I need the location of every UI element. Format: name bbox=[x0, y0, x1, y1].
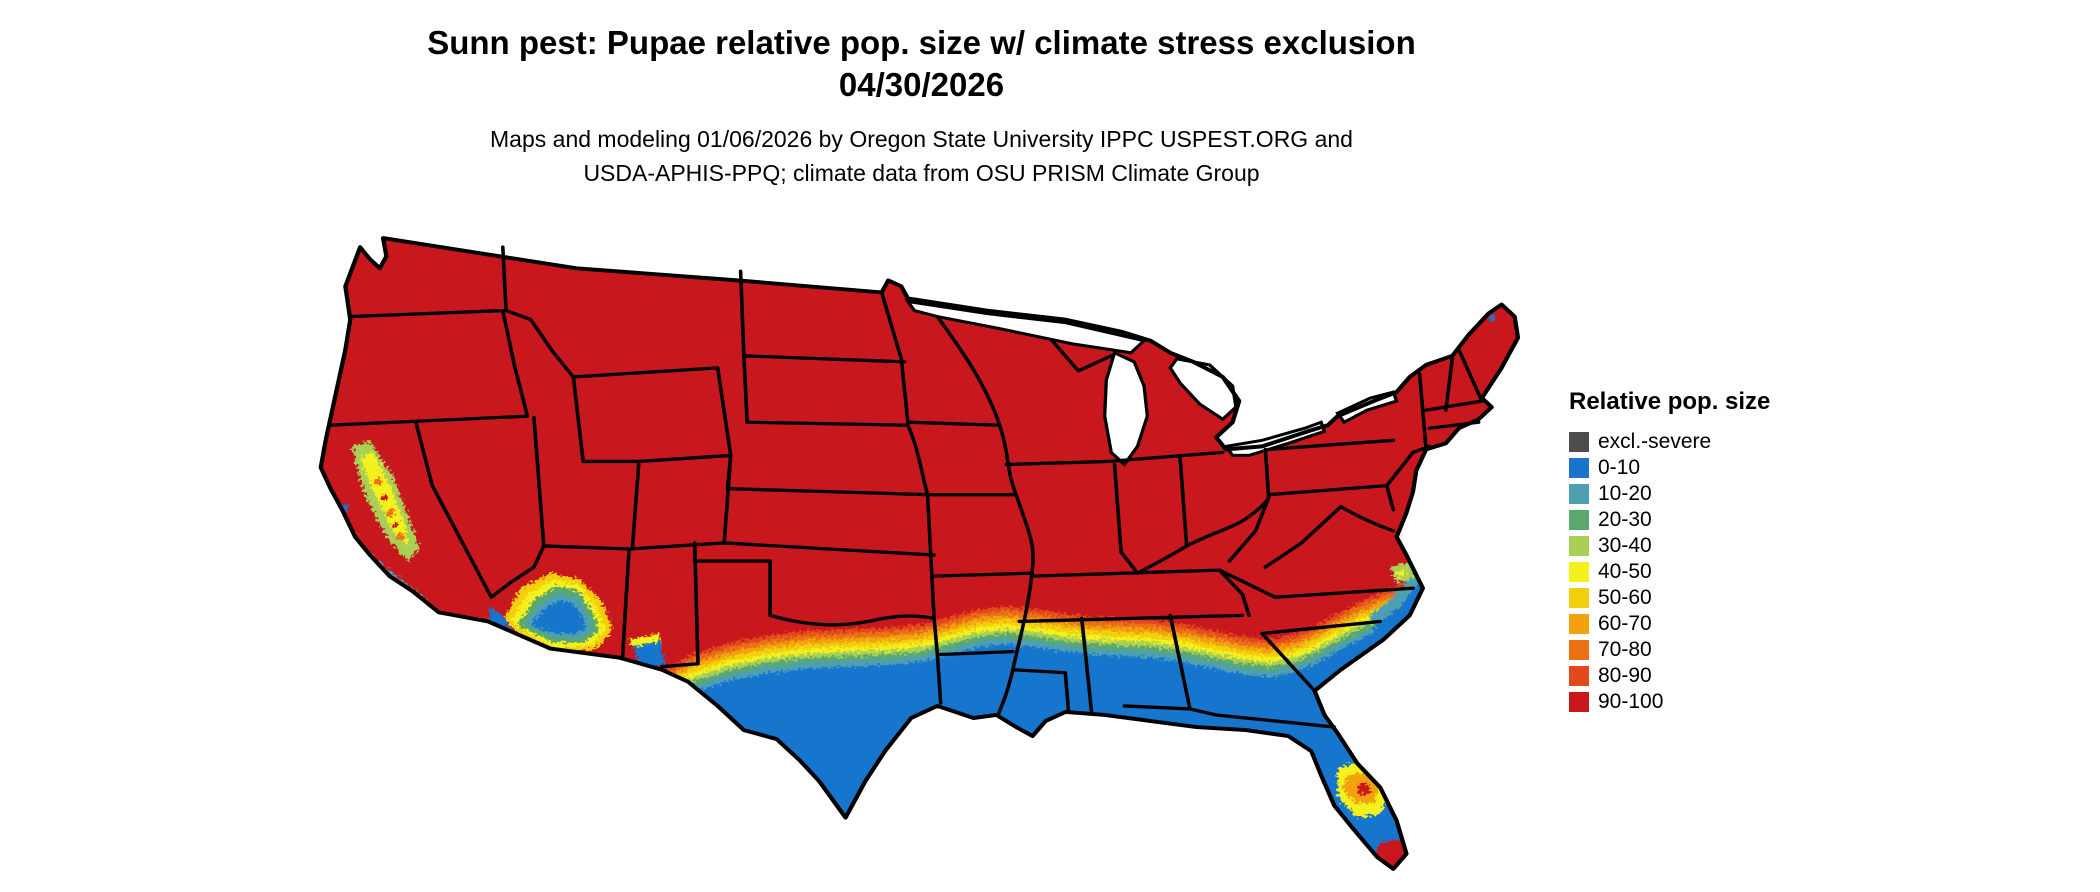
legend-entry: 80-90 bbox=[1569, 663, 1770, 689]
legend-label: 20-30 bbox=[1598, 508, 1652, 531]
us-map bbox=[306, 220, 1536, 884]
page-title-line1: Sunn pest: Pupae relative pop. size w/ c… bbox=[427, 24, 1416, 61]
legend-swatch bbox=[1569, 562, 1589, 582]
map-feature bbox=[632, 641, 666, 667]
lake bbox=[904, 299, 1148, 355]
map-fill-layer bbox=[320, 238, 1518, 884]
legend-swatch bbox=[1569, 536, 1589, 556]
map-feature bbox=[392, 521, 400, 528]
legend-swatch bbox=[1569, 692, 1589, 712]
map-feature bbox=[1488, 315, 1495, 322]
legend-label: 40-50 bbox=[1598, 560, 1652, 583]
legend-title: Relative pop. size bbox=[1569, 388, 1771, 415]
legend-entry: excl.-severe bbox=[1569, 429, 1770, 455]
state-borders bbox=[327, 245, 1484, 729]
map-feature bbox=[397, 533, 406, 541]
legend-entry: 10-20 bbox=[1569, 481, 1770, 507]
map-feature bbox=[1368, 877, 1373, 882]
us-map-svg bbox=[306, 220, 1536, 884]
legend-label: excl.-severe bbox=[1598, 430, 1712, 453]
map-feature bbox=[387, 508, 396, 517]
legend-entry: 0-10 bbox=[1569, 455, 1770, 481]
map-feature bbox=[374, 478, 383, 487]
map-feature bbox=[530, 600, 587, 634]
legend-swatch bbox=[1569, 640, 1589, 660]
legend-swatch bbox=[1569, 510, 1589, 530]
legend-swatch bbox=[1569, 458, 1589, 478]
map-feature bbox=[1368, 573, 1423, 625]
legend-entry: 50-60 bbox=[1569, 585, 1770, 611]
legend-entry: 60-70 bbox=[1569, 611, 1770, 637]
map-feature bbox=[629, 633, 662, 651]
legend-label: 90-100 bbox=[1598, 690, 1664, 713]
subtitle-line2: USDA-APHIS-PPQ; climate data from OSU PR… bbox=[583, 160, 1260, 186]
map-feature bbox=[1357, 782, 1371, 795]
subtitle-line1: Maps and modeling 01/06/2026 by Oregon S… bbox=[490, 126, 1353, 152]
subtitle: Maps and modeling 01/06/2026 by Oregon S… bbox=[0, 122, 1843, 190]
legend-label: 0-10 bbox=[1598, 456, 1641, 479]
legend-entry: 90-100 bbox=[1569, 689, 1770, 715]
legend-entry: 20-30 bbox=[1569, 507, 1770, 533]
legend-label: 50-60 bbox=[1598, 586, 1652, 609]
map-feature bbox=[1381, 873, 1386, 878]
legend-entry: 40-50 bbox=[1569, 559, 1770, 585]
legend-swatch bbox=[1569, 614, 1589, 634]
lake bbox=[1103, 350, 1149, 467]
legend-entry: 70-80 bbox=[1569, 637, 1770, 663]
legend-label: 70-80 bbox=[1598, 638, 1652, 661]
map-feature bbox=[1397, 569, 1406, 577]
legend-entries: excl.-severe 0-10 10-20 20-30 30-40 40-50 50-6… bbox=[1569, 429, 1770, 715]
legend: Relative pop. size excl.-severe 0-10 10-20… bbox=[1569, 388, 1770, 715]
legend-label: 60-70 bbox=[1598, 612, 1652, 635]
map-feature bbox=[1355, 879, 1360, 884]
map-feature bbox=[1372, 582, 1430, 639]
legend-label: 80-90 bbox=[1598, 664, 1652, 687]
legend-swatch bbox=[1569, 666, 1589, 686]
legend-label: 30-40 bbox=[1598, 534, 1652, 557]
legend-swatch bbox=[1569, 484, 1589, 504]
legend-swatch bbox=[1569, 588, 1589, 608]
legend-entry: 30-40 bbox=[1569, 533, 1770, 559]
map-header: Sunn pest: Pupae relative pop. size w/ c… bbox=[0, 22, 1843, 190]
legend-label: 10-20 bbox=[1598, 482, 1652, 505]
map-feature bbox=[381, 494, 388, 501]
page-title-date: 04/30/2026 bbox=[838, 66, 1005, 103]
legend-swatch bbox=[1569, 432, 1589, 452]
